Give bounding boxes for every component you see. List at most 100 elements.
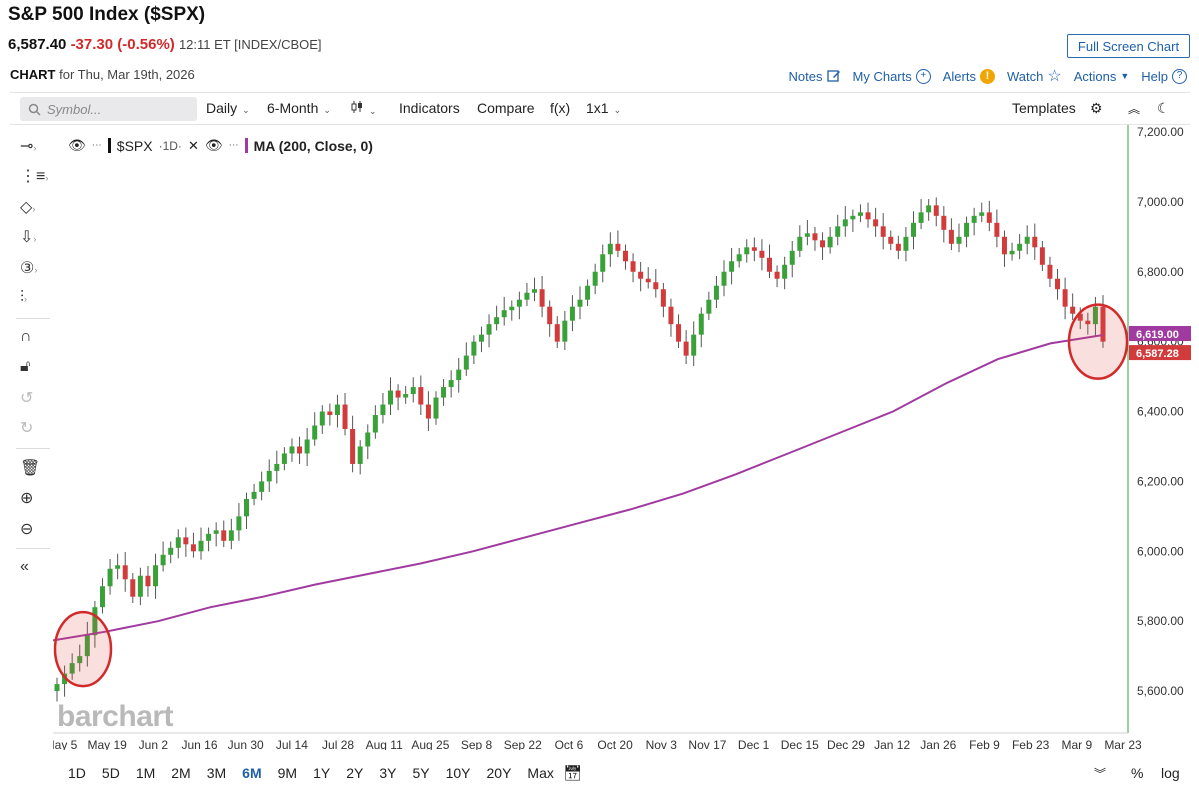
y-tick-label: 5,800.00: [1137, 614, 1184, 628]
range-button-5d[interactable]: 5D: [101, 765, 120, 781]
indicators-button[interactable]: Indicators: [399, 100, 460, 116]
candle: [812, 233, 818, 241]
header-actions: Notes My Charts + Alerts ! Watch ☆ Actio…: [789, 66, 1187, 86]
candle: [789, 250, 795, 265]
candle: [236, 516, 242, 531]
candle: [228, 530, 234, 541]
collapse-icon[interactable]: ︽: [1128, 102, 1141, 116]
candle: [713, 285, 719, 300]
shapes-tool-icon[interactable]: ◇›: [20, 199, 36, 216]
range-button-10y[interactable]: 10Y: [445, 765, 471, 781]
eye-icon[interactable]: 👁︎: [68, 137, 86, 153]
candle: [486, 324, 492, 335]
close-icon[interactable]: ✕: [187, 137, 199, 153]
candle: [395, 390, 401, 398]
candle: [607, 243, 613, 255]
help-button[interactable]: Help ?: [1141, 68, 1187, 84]
symbol-input[interactable]: Symbol...: [20, 97, 197, 121]
candle: [213, 530, 219, 534]
actions-menu[interactable]: Actions ▼: [1074, 69, 1130, 84]
range-button-9m[interactable]: 9M: [277, 765, 298, 781]
candle: [145, 575, 151, 587]
range-button-2m[interactable]: 2M: [171, 765, 191, 781]
chart-legend: 👁︎ ⋯ $SPX ·1D· ✕ 👁︎ ⋯ MA (200, Close, 0): [68, 137, 373, 154]
candle: [850, 215, 856, 220]
plus-circle-icon: +: [915, 68, 931, 84]
unlock-icon[interactable]: 🔓︎: [20, 358, 31, 375]
chevrons-down-icon[interactable]: ︾: [1094, 767, 1107, 781]
y-tick-label: 6,200.00: [1137, 474, 1184, 488]
candle: [736, 254, 742, 262]
chart-type-select[interactable]: ⌄: [350, 100, 377, 117]
function-button[interactable]: f(x): [550, 100, 571, 116]
period-select[interactable]: Daily ⌄: [206, 100, 250, 116]
candle: [54, 684, 60, 692]
range-button-1d[interactable]: 1D: [68, 765, 86, 781]
range-button-20y[interactable]: 20Y: [486, 765, 512, 781]
collapse-sidebar-icon[interactable]: «: [20, 558, 29, 575]
magnet-icon[interactable]: ∩: [20, 328, 32, 345]
candle: [425, 404, 431, 419]
more-icon[interactable]: ⋯: [228, 140, 239, 151]
calendar-icon[interactable]: 📅︎: [563, 765, 583, 782]
candle: [1077, 313, 1083, 321]
drawing-sidebar: ⊸› ⋮≡› ◇› ⇩› ③› ⫶› ∩ 🔓︎ ↺ ↻ 🗑︎ ⊕ ⊖ «: [12, 130, 52, 590]
candle: [1070, 306, 1076, 314]
last-price: 6,587.40: [8, 36, 67, 53]
candle: [971, 215, 977, 223]
fibonacci-tool-icon[interactable]: ⫶›: [20, 289, 28, 306]
candle: [251, 491, 257, 499]
candle: [107, 568, 113, 587]
candle: [827, 236, 833, 248]
candle: [350, 429, 356, 464]
line-tools-icon[interactable]: ⋮≡›: [20, 168, 49, 185]
ma-color-swatch: [244, 138, 248, 153]
candle: [456, 369, 462, 381]
compare-button[interactable]: Compare: [477, 100, 535, 116]
range-select[interactable]: 6-Month ⌄: [267, 100, 331, 116]
x-tick-label: Sep 22: [504, 738, 542, 750]
alerts-button[interactable]: Alerts !: [943, 68, 995, 84]
log-toggle[interactable]: log: [1161, 765, 1180, 781]
undo-icon[interactable]: ↺: [20, 390, 34, 407]
layout-select[interactable]: 1x1 ⌄: [586, 100, 621, 116]
crosshair-tool-icon[interactable]: ⊸›: [20, 138, 37, 155]
range-button-5y[interactable]: 5Y: [412, 765, 430, 781]
candle: [1047, 264, 1053, 279]
candle: [175, 537, 181, 548]
my-charts-button[interactable]: My Charts +: [853, 68, 931, 84]
counter-tool-icon[interactable]: ③›: [20, 260, 38, 277]
range-button-2y[interactable]: 2Y: [346, 765, 364, 781]
candle: [99, 586, 105, 608]
x-tick-label: Aug 25: [411, 738, 449, 750]
zoom-in-icon[interactable]: ⊕: [20, 490, 34, 507]
ma-price-tag: [1129, 326, 1191, 342]
range-button-6m[interactable]: 6M: [242, 765, 262, 781]
range-button-max[interactable]: Max: [527, 765, 554, 781]
watch-button[interactable]: Watch ☆: [1007, 66, 1062, 86]
arrow-tool-icon[interactable]: ⇩›: [20, 229, 37, 246]
notes-button[interactable]: Notes: [789, 69, 841, 84]
price-chart[interactable]: 5,600.00 5,800.00 6,000.00 6,200.00 6,400.00…: [53, 125, 1199, 750]
trash-icon[interactable]: 🗑︎: [20, 460, 41, 477]
templates-button[interactable]: Templates: [1012, 100, 1076, 116]
ma-line: [53, 334, 1104, 642]
settings-icon[interactable]: ⚙: [1090, 100, 1103, 116]
percent-toggle[interactable]: %: [1131, 765, 1144, 781]
candle: [259, 481, 265, 492]
candle: [160, 554, 166, 566]
full-screen-chart-button[interactable]: Full Screen Chart: [1067, 34, 1190, 58]
dark-mode-icon[interactable]: ☾: [1157, 100, 1170, 116]
range-button-3y[interactable]: 3Y: [379, 765, 397, 781]
more-icon[interactable]: ⋯: [91, 140, 102, 151]
range-button-1y[interactable]: 1Y: [313, 765, 331, 781]
candle: [933, 205, 939, 216]
zoom-out-icon[interactable]: ⊖: [20, 521, 34, 538]
eye-icon[interactable]: 👁︎: [204, 137, 223, 153]
range-button-3m[interactable]: 3M: [206, 765, 227, 781]
range-button-1m[interactable]: 1M: [135, 765, 156, 781]
x-tick-label: Jul 14: [276, 738, 308, 750]
candle: [562, 320, 568, 342]
legend-symbol: $SPX: [116, 137, 153, 154]
redo-icon[interactable]: ↻: [20, 420, 34, 437]
